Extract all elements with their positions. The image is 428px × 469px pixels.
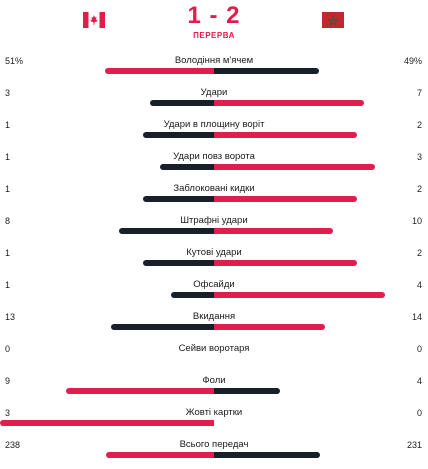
- home-stat-bar: [106, 452, 214, 458]
- away-stat-bar: [214, 292, 385, 298]
- home-stat-value: 1: [5, 184, 11, 194]
- home-stat-bar: [143, 196, 214, 202]
- stat-row: 0 Сейви воротаря 0: [0, 341, 428, 373]
- home-stat-value: 9: [5, 376, 11, 386]
- home-stat-bar: [143, 260, 214, 266]
- home-stat-value: 1: [5, 280, 11, 290]
- morocco-flag-icon: [322, 12, 344, 28]
- stat-row: 1 Кутові удари 2: [0, 245, 428, 277]
- stat-label: Удари в площину воріт: [163, 119, 265, 130]
- home-stat-value: 1: [5, 248, 11, 258]
- stat-label: Жовті картки: [185, 407, 243, 418]
- home-stat-value: 3: [5, 88, 11, 98]
- away-stat-bar: [214, 196, 357, 202]
- home-stat-bar: [143, 132, 214, 138]
- stat-label: Володіння м'ячем: [174, 55, 254, 66]
- home-stat-bar: [105, 68, 214, 74]
- stat-row: 1 Заблоковані кидки 2: [0, 181, 428, 213]
- away-stat-value: 14: [411, 312, 422, 322]
- away-stat-bar: [214, 260, 357, 266]
- home-stat-value: 13: [5, 312, 16, 322]
- away-stat-value: 231: [406, 440, 422, 450]
- away-stat-bar: [214, 388, 280, 394]
- home-stat-value: 51%: [5, 56, 24, 66]
- stat-row: 3 Жовті картки 0: [0, 405, 428, 437]
- stat-label: Вкидання: [192, 311, 236, 322]
- home-stat-bar: [119, 228, 214, 234]
- away-stat-value: 4: [416, 376, 422, 386]
- away-stat-bar: [214, 100, 364, 106]
- stat-label: Заблоковані кидки: [173, 183, 255, 194]
- canada-flag-icon: [83, 12, 105, 28]
- home-stat-value: 0: [5, 344, 11, 354]
- stat-row: 8 Штрафні удари 10: [0, 213, 428, 245]
- away-stat-value: 2: [416, 184, 422, 194]
- stat-row: 3 Удари 7: [0, 85, 428, 117]
- statistics-list: 51% Володіння м'ячем 49% 3 Удари 7 1 Удари в пл…: [0, 53, 428, 469]
- stat-label: Фоли: [202, 375, 226, 386]
- away-stat-value: 2: [416, 248, 422, 258]
- home-stat-bar: [171, 292, 214, 298]
- stat-label: Кутові удари: [186, 247, 242, 258]
- away-stat-bar: [214, 164, 375, 170]
- home-stat-bar: [160, 164, 214, 170]
- home-stat-value: 1: [5, 120, 11, 130]
- away-stat-bar: [214, 452, 320, 458]
- home-stat-value: 3: [5, 408, 11, 418]
- stat-label: Удари: [200, 87, 228, 98]
- away-stat-value: 49%: [403, 56, 422, 66]
- stat-row: 13 Вкидання 14: [0, 309, 428, 341]
- stat-row: 51% Володіння м'ячем 49%: [0, 53, 428, 85]
- match-header: 1 - 2 ПЕРЕРВА: [0, 0, 428, 48]
- home-stat-bar: [0, 420, 214, 426]
- stat-row: 1 Удари повз ворота 3: [0, 149, 428, 181]
- away-stat-value: 4: [416, 280, 422, 290]
- away-stat-bar: [214, 228, 333, 234]
- stat-label: Удари повз ворота: [173, 151, 255, 162]
- stat-row: 9 Фоли 4: [0, 373, 428, 405]
- stat-row: 1 Удари в площину воріт 2: [0, 117, 428, 149]
- home-stat-bar: [150, 100, 214, 106]
- away-stat-bar: [214, 68, 319, 74]
- away-stat-value: 2: [416, 120, 422, 130]
- away-stat-value: 7: [416, 88, 422, 98]
- match-score: 1 - 2: [187, 2, 241, 29]
- away-stat-value: 0: [416, 344, 422, 354]
- stat-label: Офсайди: [193, 279, 235, 290]
- away-stat-value: 0: [416, 408, 422, 418]
- home-stat-value: 238: [5, 440, 21, 450]
- stat-row: 1 Офсайди 4: [0, 277, 428, 309]
- away-stat-value: 10: [411, 216, 422, 226]
- away-stat-value: 3: [416, 152, 422, 162]
- home-stat-value: 1: [5, 152, 11, 162]
- home-stat-bar: [66, 388, 214, 394]
- away-stat-bar: [214, 132, 357, 138]
- home-stat-value: 8: [5, 216, 11, 226]
- home-stat-bar: [111, 324, 214, 330]
- match-status: ПЕРЕРВА: [193, 31, 235, 40]
- stat-label: Штрафні удари: [180, 215, 248, 226]
- away-stat-bar: [214, 324, 325, 330]
- stat-row: 238 Всього передач 231: [0, 437, 428, 469]
- stat-label: Сейви воротаря: [178, 343, 250, 354]
- stat-label: Всього передач: [179, 439, 249, 450]
